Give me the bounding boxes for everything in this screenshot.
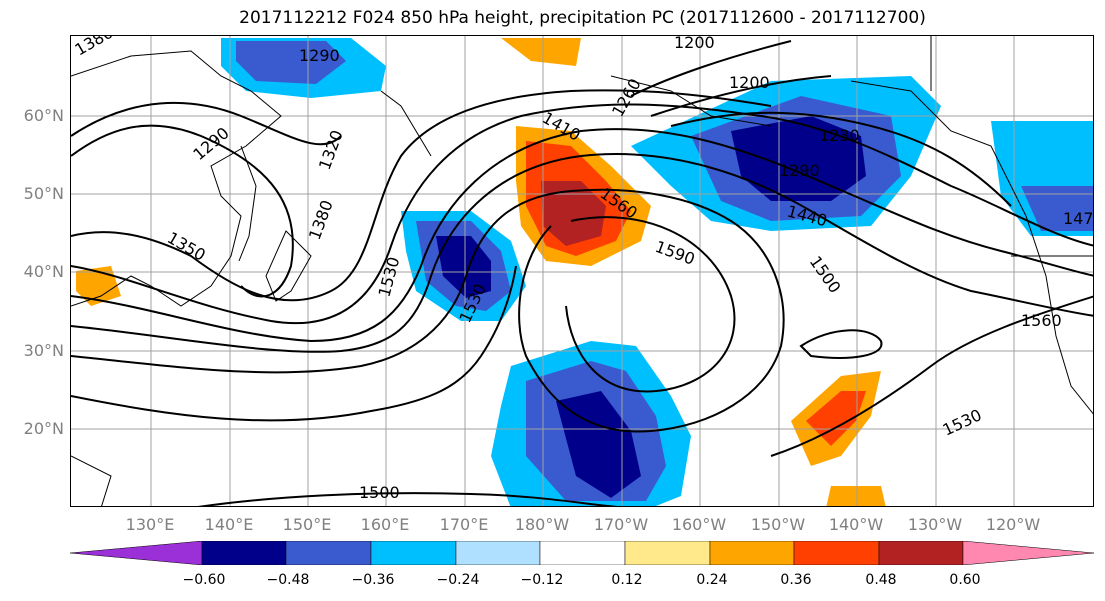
colorbar-segment — [878, 541, 964, 565]
colorbar-segment — [709, 541, 795, 565]
negative-anomaly-region — [436, 236, 491, 298]
contour-label: 1200 — [674, 36, 715, 52]
colorbar-tick: −0.12 — [520, 572, 564, 588]
contour-label: 1530 — [940, 405, 985, 439]
lat-label-60n: 60°N — [23, 106, 64, 125]
colorbar — [70, 541, 1094, 565]
lon-label-150e: 150°E — [282, 515, 332, 534]
positive-anomaly-region — [541, 181, 606, 246]
lon-label-170w: 170°W — [593, 515, 649, 534]
positive-anomaly-region — [806, 391, 866, 446]
colorbar-segment — [70, 541, 203, 565]
colorbar-tick: 0.48 — [865, 572, 897, 588]
contour-label: 1320 — [315, 128, 347, 173]
colorbar-segment — [370, 541, 457, 565]
contour-label: 1500 — [806, 252, 845, 296]
contour-label: 1350 — [164, 228, 209, 265]
contour-label: 1470 — [1063, 209, 1094, 228]
lon-label-160e: 160°E — [360, 515, 410, 534]
map-panel: 1380 1290 1200 1200 1260 1410 1230 1290 … — [70, 35, 1094, 507]
contour-label: 1230 — [819, 126, 860, 145]
colorbar-segment — [793, 541, 880, 565]
contour-label: 1530 — [375, 255, 404, 299]
colorbar-segment — [285, 541, 372, 565]
map-canvas: 1380 1290 1200 1200 1260 1410 1230 1290 … — [71, 36, 1094, 506]
lat-label-40n: 40°N — [23, 262, 64, 281]
contour-label: 1380 — [305, 198, 337, 243]
contour-label: 1290 — [779, 161, 820, 180]
colorbar-tick: 0.60 — [949, 572, 981, 588]
colorbar-tick: −0.60 — [182, 572, 226, 588]
colorbar-tick: −0.24 — [436, 572, 480, 588]
lon-label-180w: 180°W — [514, 515, 570, 534]
lon-label-160w: 160°W — [671, 515, 727, 534]
colorbar-tick: −0.48 — [266, 572, 310, 588]
colorbar-tick: −0.36 — [351, 572, 395, 588]
contour-label: 1500 — [359, 483, 400, 502]
positive-anomaly-region — [76, 266, 121, 306]
lat-label-50n: 50°N — [23, 184, 64, 203]
contour-label: 1290 — [299, 46, 340, 65]
contour-label: 1200 — [729, 73, 770, 92]
lat-label-30n: 30°N — [23, 341, 64, 360]
contour-label: 1290 — [189, 123, 232, 164]
negative-anomaly-region — [556, 391, 641, 498]
lon-label-140w: 140°W — [828, 515, 884, 534]
negative-anomaly-region — [731, 116, 866, 201]
colorbar-tick: 0.12 — [611, 572, 643, 588]
colorbar-segment — [201, 541, 287, 565]
contour-label: 1560 — [1021, 311, 1062, 330]
colorbar-tick: 0.36 — [780, 572, 812, 588]
map-title: 2017112212 F024 850 hPa height, precipit… — [239, 8, 926, 28]
lon-label-120w: 120°W — [985, 515, 1041, 534]
height-contours — [71, 40, 1093, 506]
lon-label-170e: 170°E — [439, 515, 489, 534]
colorbar-segment — [455, 541, 541, 565]
contour-label: 1260 — [608, 75, 645, 120]
positive-anomaly-region — [826, 486, 886, 506]
lon-label-130e: 130°E — [125, 515, 175, 534]
colorbar-segment — [962, 541, 1094, 565]
positive-anomaly-region — [501, 38, 581, 66]
colorbar-tick: 0.24 — [696, 572, 728, 588]
colorbar-segment — [539, 541, 626, 565]
lon-label-140e: 140°E — [204, 515, 254, 534]
lon-label-150w: 150°W — [750, 515, 806, 534]
contour-label: 1380 — [72, 36, 117, 59]
lon-label-130w: 130°W — [907, 515, 963, 534]
negative-anomaly-region — [1021, 186, 1093, 231]
negative-anomaly-region — [236, 41, 346, 84]
lat-label-20n: 20°N — [23, 419, 64, 438]
colorbar-segment — [624, 541, 711, 565]
